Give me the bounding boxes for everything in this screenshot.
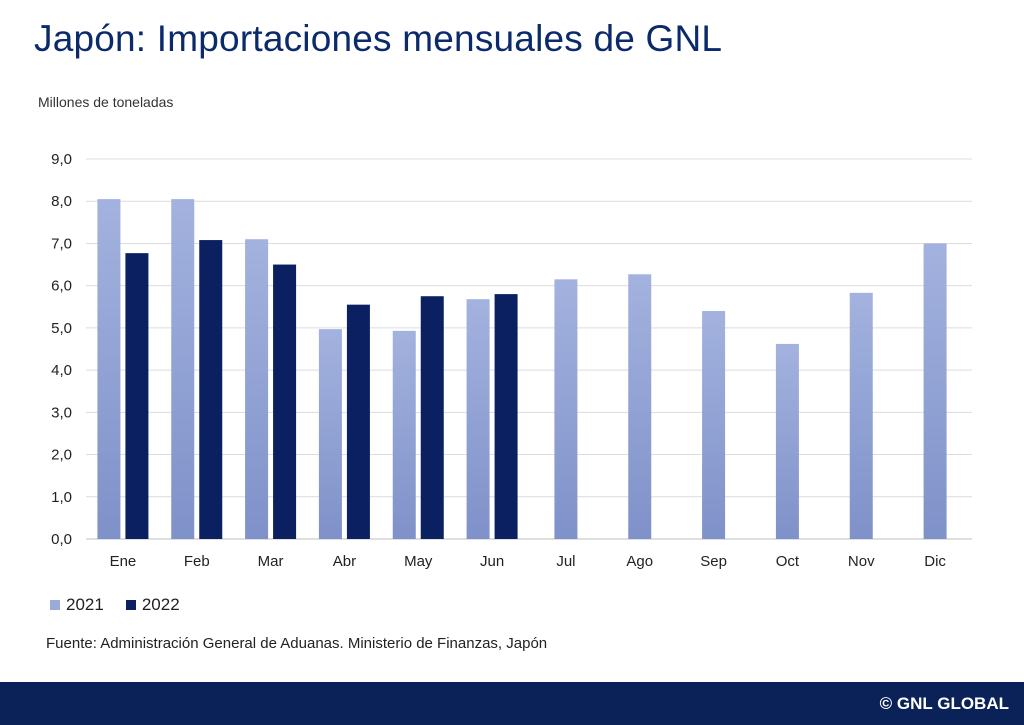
x-tick-label: May (404, 553, 433, 570)
bar-2022-may (420, 296, 444, 539)
bar-2021-ago (628, 274, 652, 539)
footer-bar: © GNL GLOBAL (0, 682, 1024, 725)
x-tick-label: Nov (848, 553, 875, 570)
bar-2021-jun (466, 299, 490, 539)
bar-2022-abr (346, 304, 370, 539)
y-axis-unit-label: Millones de toneladas (38, 94, 174, 110)
bar-2021-nov (849, 292, 873, 539)
bar-2021-sep (702, 311, 726, 539)
bar-2022-mar (273, 264, 297, 539)
legend: 2021 2022 (50, 595, 202, 615)
y-tick-label: 5,0 (51, 320, 72, 337)
bar-2021-dic (923, 243, 947, 539)
bar-2021-oct (775, 343, 799, 539)
y-tick-label: 0,0 (51, 531, 72, 548)
legend-item-2021: 2021 (50, 595, 104, 615)
bar-2021-may (392, 330, 416, 539)
bar-chart: 0,0 1,0 2,0 3,0 4,0 5,0 6,0 7,0 8,0 9,0 Ene Feb Mar… (51, 151, 972, 570)
brand-label: © GNL GLOBAL (879, 694, 1009, 713)
bar-2021-mar (245, 239, 269, 539)
legend-item-2022: 2022 (125, 595, 180, 615)
x-tick-label: Sep (700, 553, 727, 570)
bar-2021-abr (318, 329, 342, 539)
legend-swatch-2022 (125, 600, 136, 610)
x-tick-label: Ago (626, 553, 653, 570)
bar-2021-ene (97, 199, 121, 539)
x-tick-label: Jul (556, 553, 575, 570)
legend-label-2022: 2022 (141, 595, 180, 614)
x-tick-label: Dic (924, 553, 946, 570)
y-tick-label: 4,0 (51, 362, 72, 379)
legend-label-2021: 2021 (66, 595, 104, 614)
x-tick-label: Abr (333, 553, 356, 570)
x-tick-label: Mar (258, 553, 284, 570)
x-tick-label: Ene (110, 553, 137, 570)
x-tick-label: Jun (480, 553, 504, 570)
bar-2021-feb (171, 199, 195, 539)
y-tick-label: 9,0 (51, 151, 72, 168)
y-tick-label: 1,0 (51, 489, 72, 506)
bar-2022-jun (494, 294, 518, 539)
x-tick-label: Oct (776, 553, 800, 570)
bar-2022-ene (125, 253, 149, 539)
y-tick-label: 6,0 (51, 278, 72, 295)
y-tick-label: 7,0 (51, 235, 72, 252)
chart-title: Japón: Importaciones mensuales de GNL (34, 18, 723, 59)
bar-2022-feb (199, 240, 223, 540)
source-note: Fuente: Administración General de Aduana… (46, 635, 548, 652)
legend-swatch-2021 (50, 600, 60, 610)
x-tick-label: Feb (184, 553, 210, 570)
y-tick-label: 2,0 (51, 447, 72, 464)
y-tick-label: 8,0 (51, 193, 72, 210)
bar-2021-jul (554, 279, 578, 539)
y-tick-label: 3,0 (51, 404, 72, 421)
